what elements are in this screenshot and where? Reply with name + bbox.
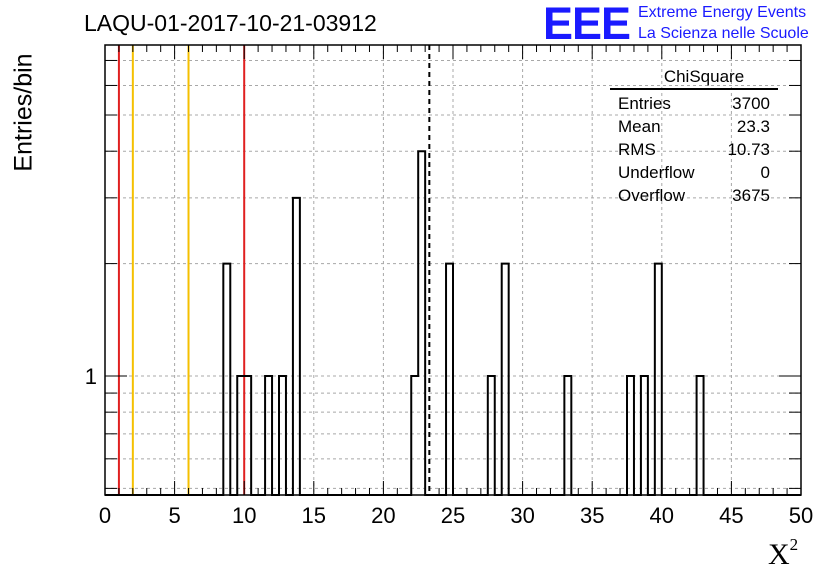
histogram-bin bbox=[502, 264, 509, 495]
x-axis-label-base: X bbox=[768, 538, 790, 571]
histogram-bin bbox=[223, 264, 230, 495]
histogram-bin bbox=[627, 376, 634, 495]
histogram-bin bbox=[265, 376, 272, 495]
chart-title: LAQU-01-2017-10-21-03912 bbox=[84, 10, 377, 36]
x-tick-label: 5 bbox=[168, 503, 180, 528]
stats-row-overflow: Overflow 3675 bbox=[610, 184, 778, 207]
reference-lines-layer bbox=[117, 45, 431, 495]
stats-row-entries: Entries 3700 bbox=[610, 92, 778, 115]
eee-logo-line1: Extreme Energy Events bbox=[638, 4, 807, 21]
stats-label: Overflow bbox=[618, 186, 686, 205]
eee-logo-line2: La Scienza nelle Scuole bbox=[638, 25, 809, 42]
stats-label: Underflow bbox=[618, 163, 695, 182]
x-tick-label: 45 bbox=[719, 503, 743, 528]
histogram-bin bbox=[697, 376, 704, 495]
x-tick-label: 0 bbox=[99, 503, 111, 528]
stats-value: 0 bbox=[760, 163, 770, 182]
stats-label: RMS bbox=[618, 140, 656, 159]
stats-value: 3675 bbox=[732, 186, 770, 205]
y-tick-label: 1 bbox=[85, 364, 97, 389]
stats-value: 23.3 bbox=[736, 117, 770, 136]
histogram-bin bbox=[655, 264, 662, 495]
stats-title: ChiSquare bbox=[610, 67, 778, 90]
x-tick-label: 15 bbox=[302, 503, 326, 528]
histogram-bin bbox=[564, 376, 571, 495]
histogram-bin bbox=[446, 264, 453, 495]
stats-box: ChiSquare Entries 3700 Mean 23.3 RMS 10.73 Und… bbox=[610, 67, 778, 207]
histogram-bin bbox=[279, 376, 286, 495]
x-axis-label: X2 bbox=[768, 535, 799, 572]
stats-value: 10.73 bbox=[727, 140, 770, 159]
histogram-bin bbox=[293, 198, 300, 495]
x-tick-label: 50 bbox=[789, 503, 813, 528]
x-tick-label: 10 bbox=[232, 503, 256, 528]
x-tick-label: 40 bbox=[650, 503, 674, 528]
stats-row-rms: RMS 10.73 bbox=[610, 138, 778, 161]
histogram-bin bbox=[488, 376, 495, 495]
histogram-bin bbox=[237, 376, 244, 495]
x-tick-label: 20 bbox=[371, 503, 395, 528]
x-tick-label: 35 bbox=[580, 503, 604, 528]
histogram-bin bbox=[411, 376, 418, 495]
tick-layer: 0 5 10 15 20 25 30 35 40 45 50 1 bbox=[85, 45, 813, 528]
histogram-bin bbox=[244, 376, 251, 495]
stats-rows: Entries 3700 Mean 23.3 RMS 10.73 Underflow 0 Ove… bbox=[610, 92, 778, 207]
stats-value: 3700 bbox=[732, 94, 770, 113]
histogram-bin bbox=[418, 151, 425, 495]
eee-logo-mark: EEE bbox=[543, 0, 631, 49]
stats-label: Mean bbox=[618, 117, 661, 136]
x-tick-label: 25 bbox=[441, 503, 465, 528]
x-axis-label-superscript: 2 bbox=[789, 535, 799, 554]
stats-label: Entries bbox=[618, 94, 671, 113]
x-tick-label: 30 bbox=[510, 503, 534, 528]
stats-row-mean: Mean 23.3 bbox=[610, 115, 778, 138]
stats-row-underflow: Underflow 0 bbox=[610, 161, 778, 184]
histogram-bin bbox=[641, 376, 648, 495]
